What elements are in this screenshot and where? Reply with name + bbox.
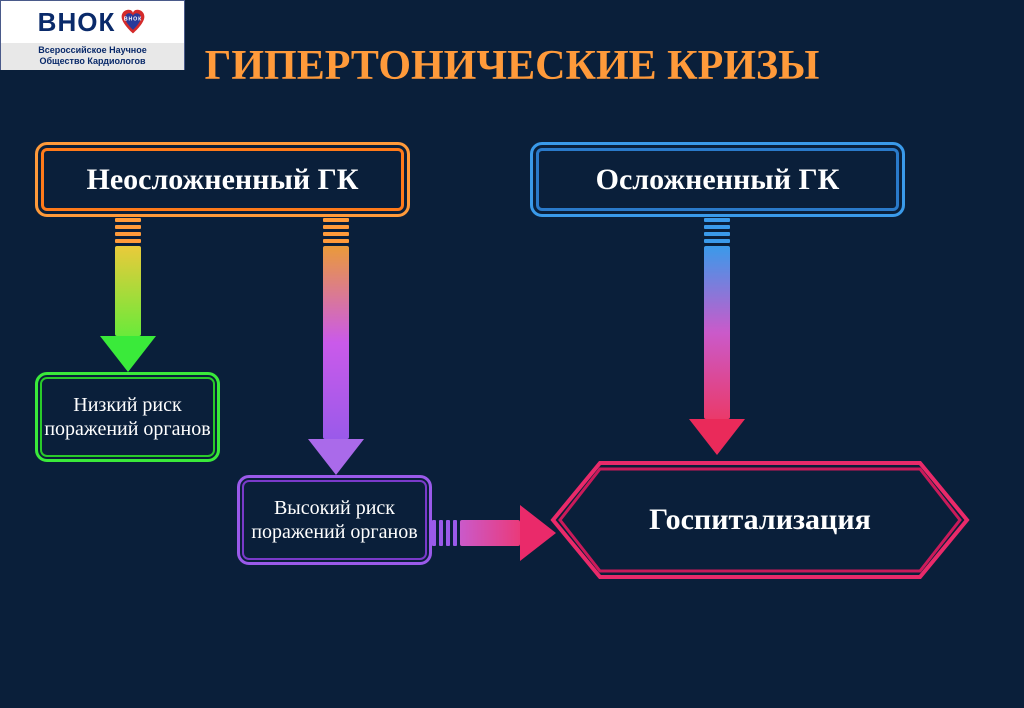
heart-icon: ВНОК xyxy=(119,8,147,36)
logo-acronym: ВНОК xyxy=(38,7,116,38)
node-low-risk-label: Низкий риск поражений органов xyxy=(38,393,217,441)
node-uncomplicated-label: Неосложненный ГК xyxy=(86,163,358,197)
logo-top: ВНОК ВНОК xyxy=(1,1,184,43)
arrow-uncomp-to-high xyxy=(308,218,364,475)
node-high-risk-label: Высокий риск поражений органов xyxy=(240,496,429,544)
node-low-risk: Низкий риск поражений органов xyxy=(35,372,220,462)
node-hospitalization: Госпитализация xyxy=(545,455,975,585)
arrow-uncomp-to-low xyxy=(100,218,156,372)
arrow-comp-to-hosp xyxy=(689,218,745,455)
node-high-risk: Высокий риск поражений органов xyxy=(237,475,432,565)
node-complicated: Осложненный ГК xyxy=(530,142,905,217)
slide-title: ГИПЕРТОНИЧЕСКИЕ КРИЗЫ xyxy=(0,42,1024,90)
arrow-high-to-hosp xyxy=(432,505,552,561)
node-uncomplicated: Неосложненный ГК xyxy=(35,142,410,217)
node-complicated-label: Осложненный ГК xyxy=(596,163,840,197)
node-hospitalization-label: Госпитализация xyxy=(545,455,975,585)
svg-text:ВНОК: ВНОК xyxy=(124,16,142,22)
